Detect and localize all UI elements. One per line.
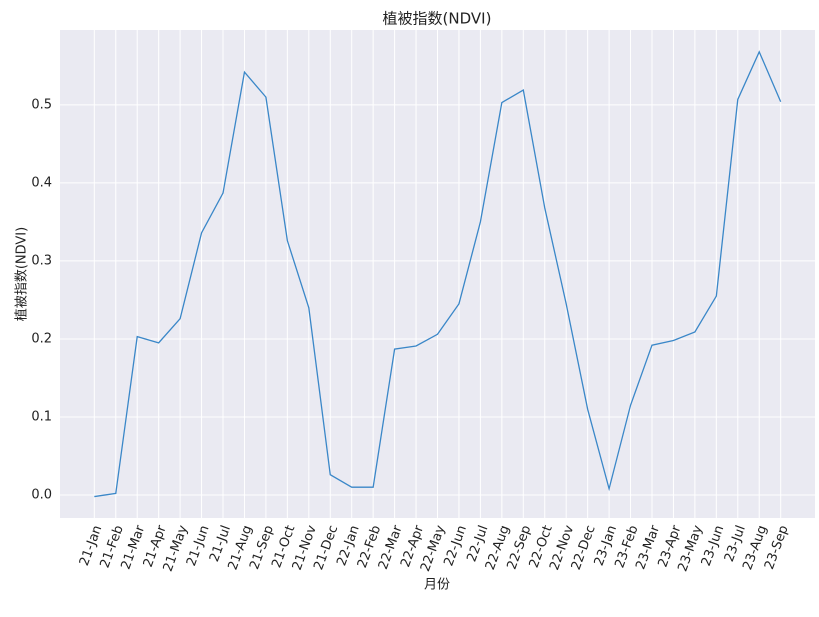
y-axis-label: 植被指数(NDVI) <box>15 227 30 321</box>
y-tick-label: 0.1 <box>31 409 52 424</box>
y-tick-label: 0.0 <box>31 487 52 502</box>
data-line <box>94 50 782 498</box>
y-tick-label: 0.4 <box>31 175 52 190</box>
y-tick-label: 0.5 <box>31 97 52 112</box>
y-tick-label: 0.3 <box>31 253 52 268</box>
x-axis-label: 月份 <box>424 578 450 593</box>
chart-title: 植被指数(NDVI) <box>383 10 492 28</box>
grid <box>60 30 815 518</box>
y-tick-label: 0.2 <box>31 331 52 346</box>
